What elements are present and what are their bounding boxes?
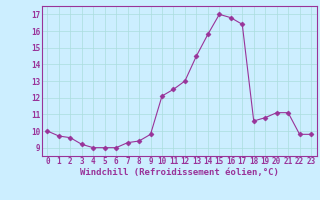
X-axis label: Windchill (Refroidissement éolien,°C): Windchill (Refroidissement éolien,°C): [80, 168, 279, 177]
